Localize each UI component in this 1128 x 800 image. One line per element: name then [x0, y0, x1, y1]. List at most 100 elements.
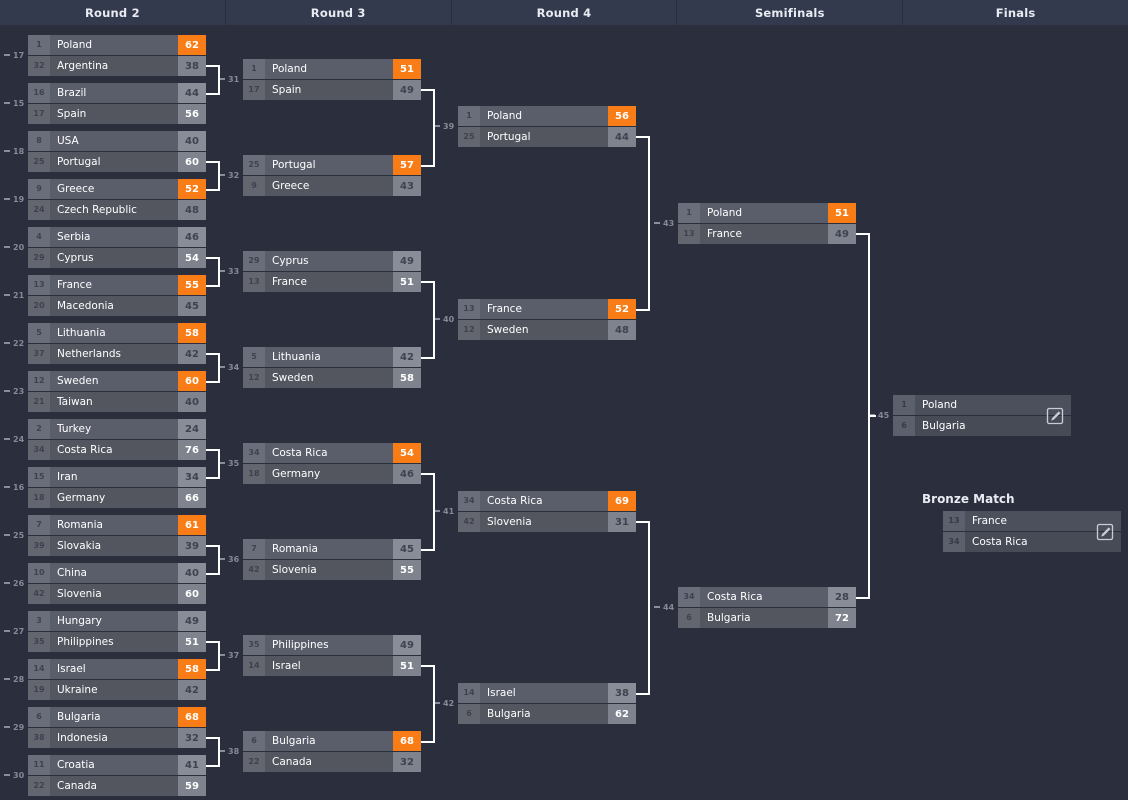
team-row[interactable]: 6 Bulgaria 68 — [28, 707, 206, 727]
team-row[interactable]: 2 Turkey 24 — [28, 419, 206, 439]
team-row[interactable]: 13 France 51 — [243, 272, 421, 292]
team-row[interactable]: 42 Slovenia 55 — [243, 560, 421, 580]
team-row[interactable]: 29 Cyprus 49 — [243, 251, 421, 271]
team-score[interactable]: 42 — [178, 680, 206, 700]
team-row[interactable]: 3 Hungary 49 — [28, 611, 206, 631]
team-score[interactable]: 38 — [178, 56, 206, 76]
team-score[interactable]: 52 — [178, 179, 206, 199]
team-row[interactable]: 1 Poland 51 — [243, 59, 421, 79]
team-row[interactable]: 39 Slovakia 39 — [28, 536, 206, 556]
team-score[interactable]: 66 — [178, 488, 206, 508]
team-score[interactable]: 38 — [608, 683, 636, 703]
team-score[interactable]: 39 — [178, 536, 206, 556]
team-row[interactable]: 25 Portugal 44 — [458, 127, 636, 147]
round-header-3[interactable]: Round 4 — [452, 0, 678, 25]
team-score[interactable]: 44 — [178, 83, 206, 103]
team-score[interactable]: 76 — [178, 440, 206, 460]
team-score[interactable]: 56 — [608, 106, 636, 126]
team-row[interactable]: 10 China 40 — [28, 563, 206, 583]
team-score[interactable]: 58 — [178, 323, 206, 343]
team-row[interactable]: 12 Sweden 60 — [28, 371, 206, 391]
team-row[interactable]: 34 Costa Rica 76 — [28, 440, 206, 460]
team-row[interactable]: 14 Israel 58 — [28, 659, 206, 679]
team-score[interactable]: 62 — [178, 35, 206, 55]
team-score[interactable]: 46 — [393, 464, 421, 484]
team-score[interactable]: 43 — [393, 176, 421, 196]
team-score[interactable]: 40 — [178, 131, 206, 151]
team-row[interactable]: 18 Germany 66 — [28, 488, 206, 508]
team-score[interactable]: 59 — [178, 776, 206, 796]
team-row[interactable]: 14 Israel 38 — [458, 683, 636, 703]
team-score[interactable]: 32 — [178, 728, 206, 748]
team-row[interactable]: 42 Slovenia 31 — [458, 512, 636, 532]
round-header-1[interactable]: Round 2 — [0, 0, 226, 25]
team-row[interactable]: 8 USA 40 — [28, 131, 206, 151]
team-score[interactable]: 31 — [608, 512, 636, 532]
team-score[interactable]: 49 — [393, 635, 421, 655]
team-row[interactable]: 25 Portugal 57 — [243, 155, 421, 175]
team-row[interactable]: 7 Romania 61 — [28, 515, 206, 535]
team-score[interactable]: 51 — [393, 656, 421, 676]
team-row[interactable]: 35 Philippines 49 — [243, 635, 421, 655]
team-score[interactable]: 51 — [828, 203, 856, 223]
team-score[interactable]: 32 — [393, 752, 421, 772]
team-score[interactable]: 49 — [178, 611, 206, 631]
team-score[interactable]: 42 — [393, 347, 421, 367]
team-score[interactable]: 48 — [608, 320, 636, 340]
team-row[interactable]: 16 Brazil 44 — [28, 83, 206, 103]
team-row[interactable]: 1 Poland 51 — [678, 203, 856, 223]
team-score[interactable]: 54 — [393, 443, 421, 463]
team-row[interactable]: 34 Costa Rica 54 — [243, 443, 421, 463]
team-row[interactable]: 35 Philippines 51 — [28, 632, 206, 652]
team-score[interactable]: 40 — [178, 563, 206, 583]
team-score[interactable]: 60 — [178, 371, 206, 391]
team-row[interactable]: 6 Bulgaria 62 — [458, 704, 636, 724]
team-row[interactable]: 17 Spain 49 — [243, 80, 421, 100]
team-score[interactable]: 49 — [393, 251, 421, 271]
team-row[interactable]: 11 Croatia 41 — [28, 755, 206, 775]
team-score[interactable]: 24 — [178, 419, 206, 439]
team-score[interactable]: 61 — [178, 515, 206, 535]
team-row[interactable]: 13 France 55 — [28, 275, 206, 295]
team-row[interactable]: 21 Taiwan 40 — [28, 392, 206, 412]
team-row[interactable]: 1 Poland — [893, 395, 1071, 415]
team-score[interactable]: 42 — [178, 344, 206, 364]
team-row[interactable]: 7 Romania 45 — [243, 539, 421, 559]
team-row[interactable]: 38 Indonesia 32 — [28, 728, 206, 748]
team-score[interactable]: 58 — [178, 659, 206, 679]
team-row[interactable]: 5 Lithuania 58 — [28, 323, 206, 343]
round-header-5[interactable]: Finals — [995, 5, 1036, 20]
team-score[interactable]: 40 — [178, 392, 206, 412]
team-score[interactable]: 55 — [393, 560, 421, 580]
team-row[interactable]: 12 Sweden 48 — [458, 320, 636, 340]
team-score[interactable]: 52 — [608, 299, 636, 319]
team-score[interactable]: 58 — [393, 368, 421, 388]
team-row[interactable]: 6 Bulgaria — [893, 416, 1071, 436]
team-score[interactable]: 62 — [608, 704, 636, 724]
team-score[interactable]: 45 — [393, 539, 421, 559]
team-row[interactable]: 6 Bulgaria 68 — [243, 731, 421, 751]
team-score[interactable]: 34 — [178, 467, 206, 487]
team-row[interactable]: 4 Serbia 46 — [28, 227, 206, 247]
team-score[interactable]: 57 — [393, 155, 421, 175]
team-row[interactable]: 22 Canada 32 — [243, 752, 421, 772]
team-row[interactable]: 13 France — [943, 511, 1121, 531]
team-score[interactable]: 46 — [178, 227, 206, 247]
team-row[interactable]: 13 France 52 — [458, 299, 636, 319]
team-row[interactable]: 15 Iran 34 — [28, 467, 206, 487]
team-row[interactable]: 25 Portugal 60 — [28, 152, 206, 172]
team-row[interactable]: 18 Germany 46 — [243, 464, 421, 484]
team-score[interactable]: 49 — [828, 224, 856, 244]
team-row[interactable]: 1 Poland 62 — [28, 35, 206, 55]
team-score[interactable]: 60 — [178, 152, 206, 172]
team-score[interactable]: 48 — [178, 200, 206, 220]
team-row[interactable]: 29 Cyprus 54 — [28, 248, 206, 268]
team-score[interactable]: 68 — [178, 707, 206, 727]
team-row[interactable]: 37 Netherlands 42 — [28, 344, 206, 364]
team-score[interactable]: 68 — [393, 731, 421, 751]
team-score[interactable]: 54 — [178, 248, 206, 268]
team-score[interactable]: 49 — [393, 80, 421, 100]
team-row[interactable]: 9 Greece 43 — [243, 176, 421, 196]
team-row[interactable]: 19 Ukraine 42 — [28, 680, 206, 700]
round-header-2[interactable]: Round 3 — [226, 0, 452, 25]
